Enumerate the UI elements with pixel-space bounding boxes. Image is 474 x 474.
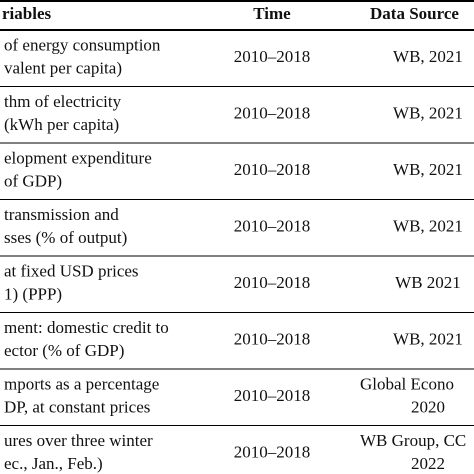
source-text: WB, 2021 [393,217,463,236]
variable-text: valent per capita) [4,59,122,78]
variable-text: of GDP) [4,172,62,191]
source-text: WB, 2021 [393,47,463,66]
source-text: WB Group, CC [360,431,466,450]
variable-text: ector (% of GDP) [4,341,124,360]
variable-text: of energy consumption [4,36,161,55]
source-text: 2020 [411,398,445,417]
variable-text: ec., Jan., Feb.) [4,454,103,473]
variable-text: thm of electricity [4,92,122,111]
source-text: Global Econo [360,375,454,394]
variable-text: sses (% of output) [4,228,127,247]
time-text: 2010–2018 [234,443,311,462]
variable-text: (kWh per capita) [4,115,119,134]
source-text: WB, 2021 [393,104,463,123]
variable-text: elopment expenditure [4,149,152,168]
variable-text: ment: domestic credit to [4,318,169,337]
time-text: 2010–2018 [234,330,311,349]
variable-text: ures over three winter [4,431,153,450]
header-cell: Time [253,4,291,23]
time-text: 2010–2018 [234,160,311,179]
header-cell: riables [2,4,51,23]
source-text: WB, 2021 [393,330,463,349]
variable-text: transmission and [4,205,119,224]
source-text: WB 2021 [395,273,461,292]
variable-text: mports as a percentage [4,375,159,394]
variable-text: 1) (PPP) [4,285,62,304]
variable-text: at fixed USD prices [4,262,139,281]
variable-text: DP, at constant prices [4,398,150,417]
header-cell: Data Source [370,4,459,23]
time-text: 2010–2018 [234,217,311,236]
time-text: 2010–2018 [234,386,311,405]
time-text: 2010–2018 [234,47,311,66]
source-text: 2022 [411,454,445,473]
source-text: WB, 2021 [393,160,463,179]
time-text: 2010–2018 [234,104,311,123]
time-text: 2010–2018 [234,273,311,292]
